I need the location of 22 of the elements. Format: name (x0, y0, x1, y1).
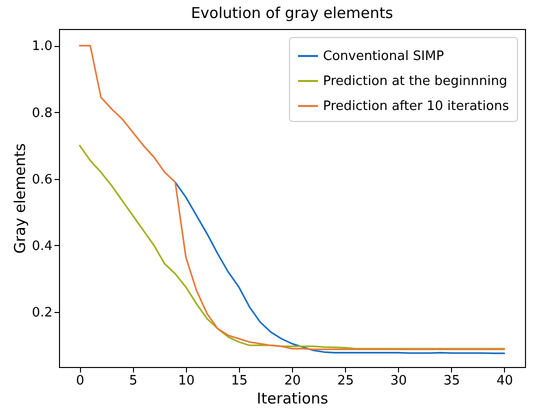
chart-title: Evolution of gray elements (190, 4, 394, 22)
y-tick-label: 0.8 (32, 106, 52, 121)
x-tick-label: 30 (390, 374, 407, 388)
x-tick-label: 35 (443, 374, 460, 388)
line-series (78, 144, 506, 350)
y-tick-label: 0.2 (32, 306, 52, 321)
legend-label: Conventional SIMP (323, 49, 444, 64)
line-series (174, 181, 506, 354)
y-axis-title: Gray elements (10, 143, 29, 254)
y-tick-label: 0.6 (32, 172, 52, 188)
x-tick-label: 25 (337, 374, 354, 388)
legend-label: Prediction at the beginnning (323, 74, 508, 89)
y-tick-label: 0.4 (32, 238, 52, 254)
x-tick-label: 15 (231, 374, 248, 388)
x-tick-label: 20 (284, 374, 301, 388)
x-axis-title: Iterations (256, 390, 328, 408)
legend-label: Prediction after 10 iterations (323, 99, 510, 114)
x-tick-label: 0 (76, 374, 84, 388)
y-tick-label: 1.0 (32, 39, 52, 54)
x-tick-label: 10 (178, 374, 195, 388)
x-tick-label: 40 (496, 374, 514, 388)
x-tick-label: 5 (129, 374, 138, 388)
